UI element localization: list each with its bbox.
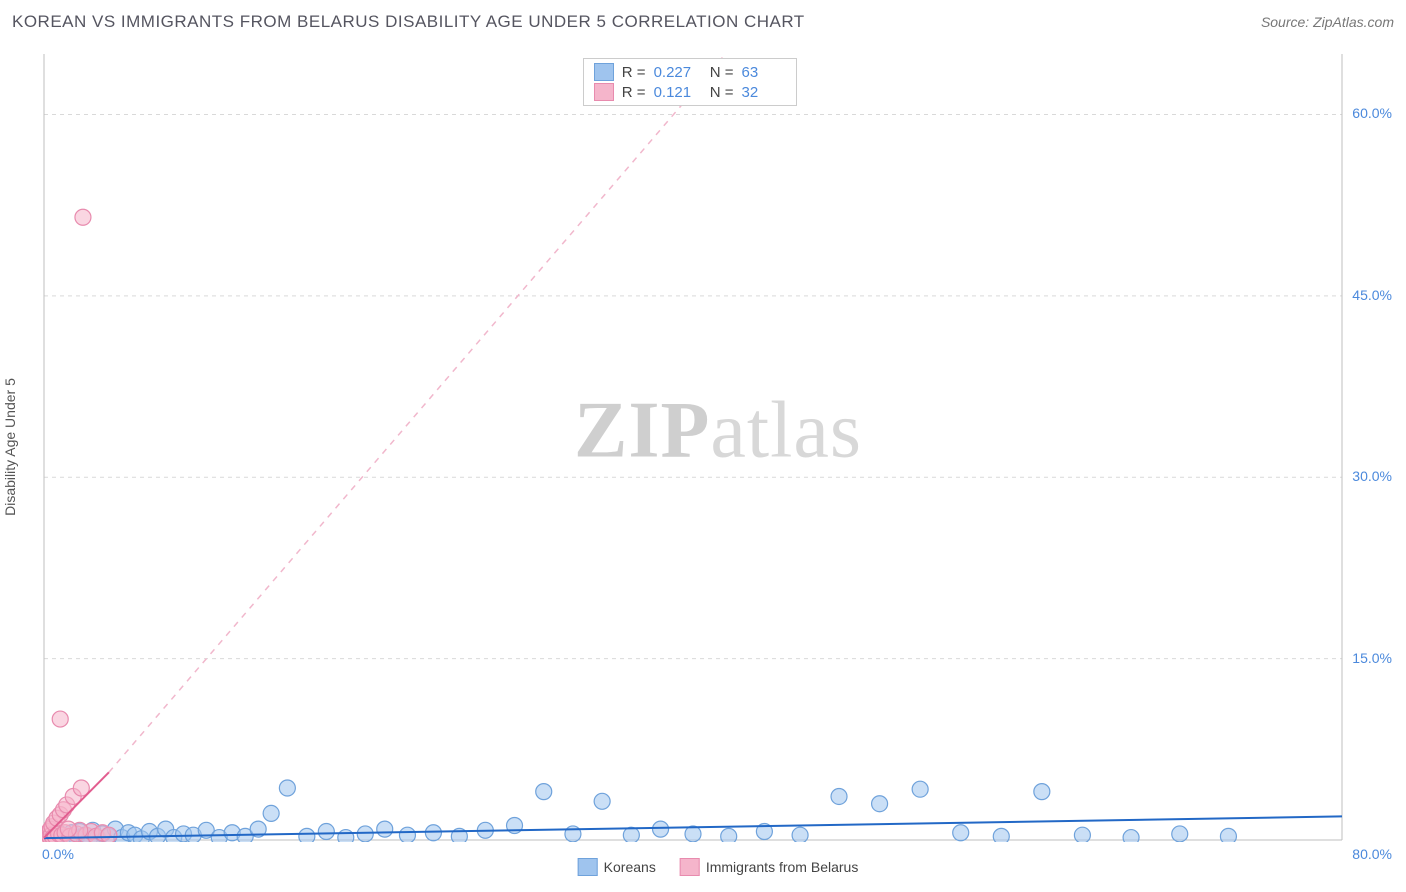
- y-axis-label: Disability Age Under 5: [2, 378, 18, 516]
- n-label: N =: [706, 84, 734, 101]
- legend-swatch: [680, 858, 700, 876]
- legend-series-label: Koreans: [604, 859, 656, 875]
- plot-wrapper: Disability Age Under 5 ZIPatlas R =0.227…: [42, 52, 1394, 842]
- legend-swatch: [578, 858, 598, 876]
- legend-series-item: Immigrants from Belarus: [680, 858, 858, 876]
- legend-stats: R = 0.227 N = 63 R = 0.121 N = 32: [583, 58, 797, 106]
- y-tick-label: 45.0%: [1352, 287, 1392, 303]
- legend-series-label: Immigrants from Belarus: [706, 859, 858, 875]
- r-value: 0.121: [654, 84, 698, 101]
- legend-series: Koreans Immigrants from Belarus: [578, 858, 859, 876]
- source-label: Source: ZipAtlas.com: [1261, 14, 1394, 30]
- page-title: KOREAN VS IMMIGRANTS FROM BELARUS DISABI…: [12, 12, 805, 32]
- n-label: N =: [706, 64, 734, 81]
- y-tick-label: 15.0%: [1352, 650, 1392, 666]
- x-tick-label: 0.0%: [42, 846, 74, 862]
- r-label: R =: [622, 64, 646, 81]
- y-tick-label: 30.0%: [1352, 468, 1392, 484]
- legend-swatch: [594, 83, 614, 101]
- y-tick-label: 60.0%: [1352, 105, 1392, 121]
- r-label: R =: [622, 84, 646, 101]
- legend-stats-row: R = 0.121 N = 32: [594, 83, 786, 101]
- n-value: 63: [742, 64, 786, 81]
- legend-series-item: Koreans: [578, 858, 656, 876]
- r-value: 0.227: [654, 64, 698, 81]
- x-tick-label: 80.0%: [1352, 846, 1392, 862]
- legend-swatch: [594, 63, 614, 81]
- scatter-chart: [42, 52, 1394, 842]
- legend-stats-row: R = 0.227 N = 63: [594, 63, 786, 81]
- n-value: 32: [742, 84, 786, 101]
